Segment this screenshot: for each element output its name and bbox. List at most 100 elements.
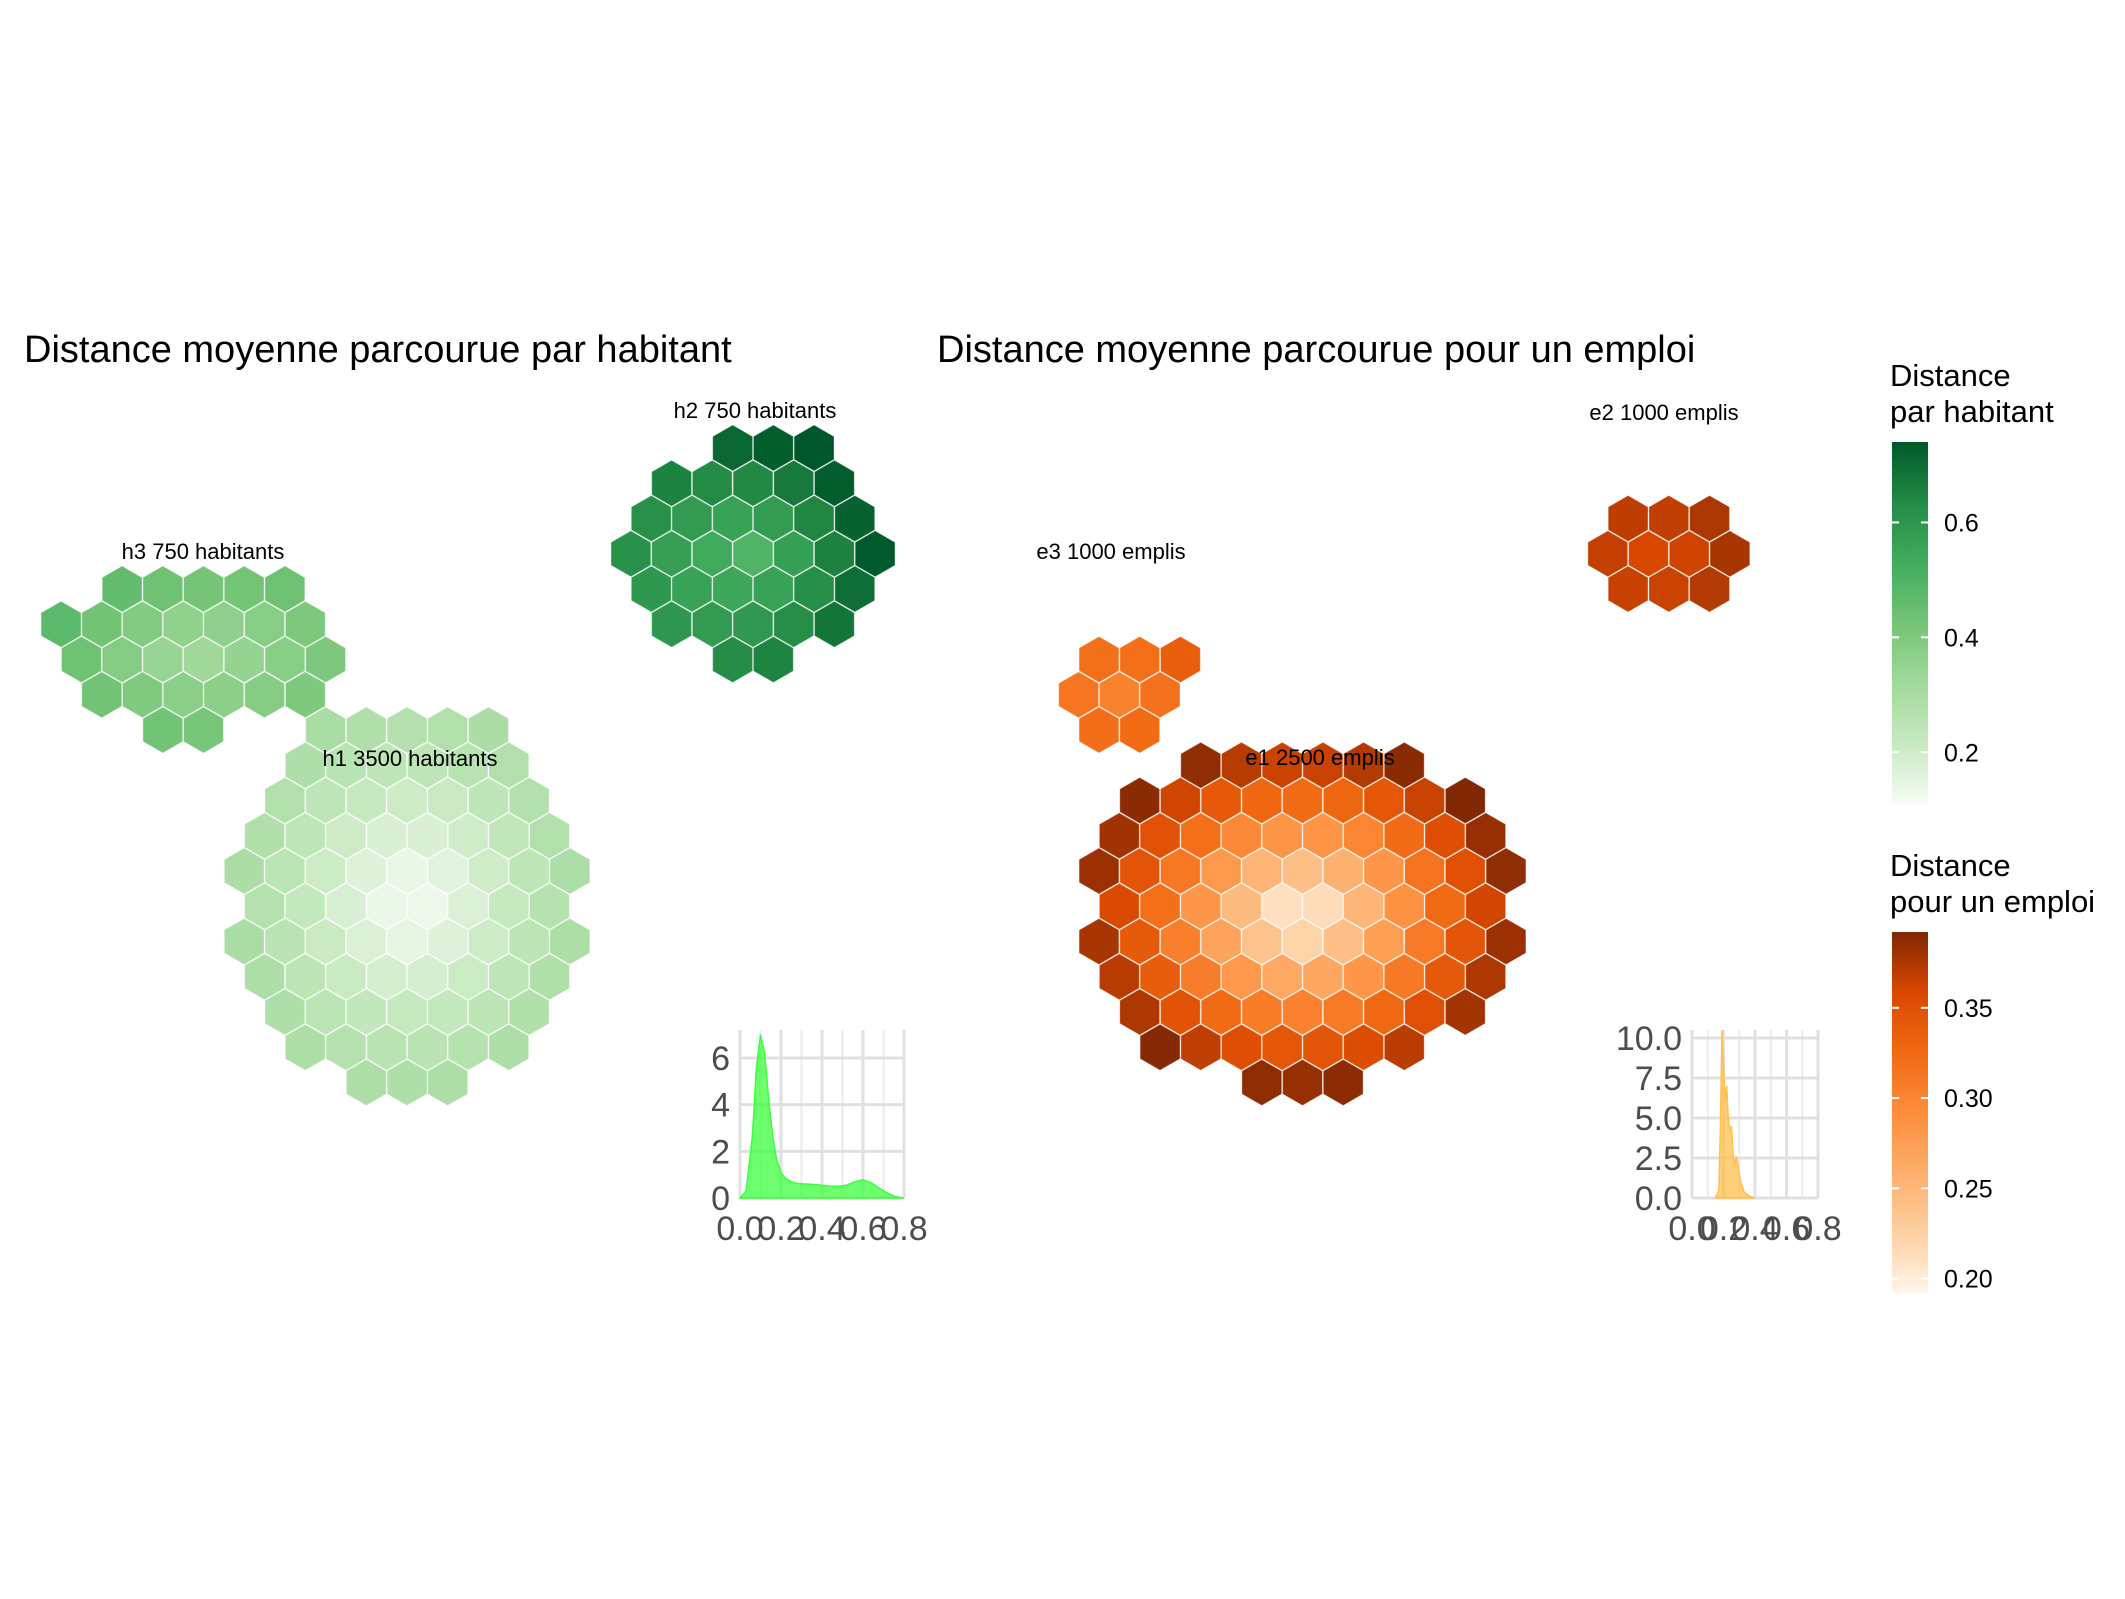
cluster-h1-hex — [264, 776, 306, 825]
cluster-label-e2: e2 1000 emplis — [1589, 400, 1738, 425]
cluster-e1-hex — [1424, 953, 1466, 1001]
legend-title-line2: par habitant — [1890, 394, 2054, 429]
cluster-e1-hex — [1282, 776, 1323, 825]
cluster-h1-hex — [427, 706, 469, 754]
cluster-e1-hex — [1221, 882, 1262, 930]
cluster-e1-hex — [1465, 953, 1507, 1001]
cluster-h2-hex — [814, 530, 855, 578]
panel-title-habitant: Distance moyenne parcourue par habitant — [24, 329, 732, 371]
cluster-h1-hex — [244, 882, 285, 930]
cluster-h1-hex — [345, 776, 387, 825]
legend-colorbar — [1892, 442, 1928, 804]
cluster-h3-hex — [284, 671, 326, 719]
inset-hab-y-tick-label: 6 — [711, 1040, 730, 1078]
cluster-label-e1: e1 2500 emplis — [1245, 745, 1394, 770]
cluster-h1-hex — [488, 953, 530, 1001]
cluster-h1-hex — [468, 847, 509, 895]
cluster-e1-hex — [1078, 917, 1120, 966]
cluster-e1-hex — [1180, 953, 1222, 1001]
cluster-h3-hex — [244, 671, 285, 719]
cluster-h2-hex — [691, 530, 733, 578]
cluster-e1-hex — [1282, 988, 1323, 1036]
cluster-h1-hex — [447, 1023, 489, 1071]
cluster-e1-hex — [1241, 1058, 1283, 1107]
inset-hab-x-tick-label: 0.8 — [880, 1210, 927, 1248]
cluster-h1-hex — [508, 847, 550, 895]
cluster-e1-hex — [1241, 847, 1283, 895]
inset-hab-x-tick-label: 0.4 — [798, 1210, 845, 1248]
inset-emp-x-tick-label: 0.6 — [1763, 1210, 1810, 1248]
cluster-h3-hex — [183, 706, 224, 754]
cluster-h2-hex — [671, 494, 713, 543]
cluster-e1-hex — [1343, 1023, 1384, 1071]
cluster-e3-hex — [1119, 706, 1161, 754]
cluster-e1-hex — [1322, 1058, 1364, 1107]
cluster-h3-hex — [162, 600, 204, 648]
cluster-h1-hex — [325, 741, 367, 789]
cluster-h1-hex — [345, 706, 387, 754]
cluster-h3-hex — [122, 600, 163, 648]
cluster-h1-hex — [305, 706, 346, 754]
cluster-h1-hex — [345, 847, 387, 895]
cluster-h1-hex — [386, 1058, 428, 1107]
cluster-label-h3: h3 750 habitants — [122, 539, 285, 564]
cluster-h1-hex — [386, 847, 428, 895]
cluster-h3-hex — [203, 671, 245, 719]
cluster-h3-hex — [142, 565, 184, 613]
cluster-h1-hex — [549, 917, 591, 966]
cluster-h2-hex — [630, 494, 672, 543]
cluster-e2-hex — [1689, 565, 1730, 613]
cluster-e1-hex — [1139, 882, 1181, 930]
cluster-h2-hex — [732, 530, 774, 578]
cluster-e1-hex — [1282, 917, 1323, 966]
inset-hab-x-tick-label: 0.6 — [839, 1210, 886, 1248]
cluster-h2-hex — [732, 459, 774, 507]
cluster-h1-hex — [366, 882, 408, 930]
cluster-e1-hex — [1363, 988, 1405, 1036]
cluster-h3-hex — [142, 706, 184, 754]
cluster-h3-hex — [183, 565, 224, 613]
cluster-h2-hex — [752, 635, 794, 684]
cluster-e3-hex — [1119, 635, 1161, 684]
inset-emp-x-tick-label: 0.4 — [1731, 1210, 1778, 1248]
cluster-e1-hex — [1221, 1023, 1262, 1071]
cluster-e2-hex — [1709, 530, 1751, 578]
cluster-h1-hex — [284, 1023, 326, 1071]
cluster-e1-hex — [1404, 917, 1445, 966]
cluster-h1-hex — [529, 882, 570, 930]
cluster-e1-hex — [1200, 917, 1242, 966]
cluster-e1-hex — [1424, 812, 1466, 860]
cluster-h1-hex — [284, 812, 326, 860]
cluster-e1-hex — [1444, 776, 1486, 825]
cluster-h1-hex — [427, 847, 469, 895]
cluster-h1-hex — [223, 847, 265, 895]
cluster-h1-hex — [468, 776, 509, 825]
legend-tick-label: 0.2 — [1944, 739, 1979, 767]
cluster-h2-hex — [773, 530, 815, 578]
cluster-e1-hex — [1139, 812, 1181, 860]
legend-title-line1: Distance — [1890, 358, 2011, 393]
cluster-h3-hex — [244, 600, 285, 648]
cluster-e1-hex — [1180, 741, 1222, 789]
inset-emp-x-tick-label: 0.8 — [1794, 1210, 1841, 1248]
cluster-e1-hex — [1404, 776, 1445, 825]
cluster-e1-hex — [1485, 917, 1527, 966]
legend-tick-label: 0.35 — [1944, 995, 1993, 1023]
cluster-h3-hex — [40, 600, 82, 648]
cluster-h1-hex — [284, 953, 326, 1001]
cluster-h1-hex — [407, 812, 448, 860]
cluster-h1-hex — [345, 917, 387, 966]
cluster-e1-hex — [1098, 882, 1140, 930]
inset-emp-y-tick-label: 0.0 — [1635, 1180, 1682, 1218]
cluster-e1-hex — [1302, 1023, 1344, 1071]
cluster-e1-hex — [1424, 882, 1466, 930]
cluster-e1-hex — [1343, 882, 1384, 930]
cluster-h3-hex — [305, 635, 346, 684]
cluster-h2-hex — [854, 530, 896, 578]
cluster-e1-hex — [1241, 917, 1283, 966]
inset-hab-x-tick-label: 0.2 — [757, 1210, 804, 1248]
cluster-h3-hex — [162, 671, 204, 719]
cluster-e2-hex — [1587, 530, 1629, 578]
cluster-e1-hex — [1098, 953, 1140, 1001]
cluster-e1-hex — [1261, 812, 1303, 860]
